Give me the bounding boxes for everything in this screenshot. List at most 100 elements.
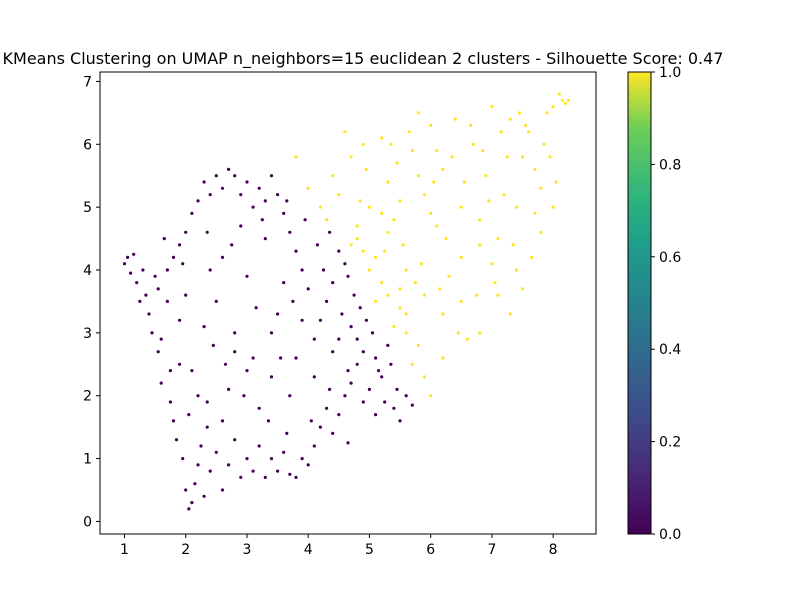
scatter-point-cluster-0: [190, 501, 194, 505]
scatter-point-cluster-1: [478, 331, 482, 335]
scatter-point-cluster-1: [520, 155, 525, 159]
scatter-point-cluster-0: [331, 350, 335, 354]
scatter-point-cluster-0: [162, 237, 166, 241]
scatter-point-cluster-0: [361, 350, 365, 354]
scatter-point-cluster-1: [490, 105, 494, 109]
scatter-point-cluster-0: [263, 199, 267, 203]
scatter-point-cluster-0: [291, 299, 295, 303]
scatter-point-cluster-0: [410, 403, 414, 407]
scatter-point-cluster-0: [395, 387, 399, 391]
scatter-point-cluster-1: [438, 287, 442, 291]
scatter-point-cluster-1: [361, 249, 365, 253]
scatter-point-cluster-0: [150, 331, 154, 335]
scatter-point-cluster-0: [135, 281, 139, 285]
scatter-point-cluster-1: [358, 199, 362, 203]
scatter-point-cluster-1: [416, 111, 420, 115]
scatter-point-cluster-1: [459, 255, 463, 259]
scatter-point-cluster-0: [364, 318, 368, 322]
y-tick-label: 3: [83, 326, 92, 342]
scatter-point-cluster-0: [257, 444, 261, 448]
scatter-point-cluster-0: [184, 488, 188, 492]
scatter-point-cluster-0: [159, 381, 163, 385]
scatter-point-cluster-0: [349, 381, 353, 385]
scatter-point-cluster-0: [300, 457, 304, 461]
scatter-point-cluster-0: [355, 337, 359, 341]
scatter-point-cluster-1: [392, 325, 396, 329]
scatter-point-cluster-0: [251, 205, 255, 209]
scatter-point-cluster-1: [447, 274, 451, 278]
scatter-point-cluster-0: [269, 331, 274, 335]
scatter-point-cluster-0: [196, 394, 200, 398]
scatter-point-cluster-1: [520, 287, 525, 291]
scatter-point-cluster-0: [144, 293, 148, 297]
scatter-point-cluster-0: [312, 444, 316, 448]
scatter-point-cluster-1: [560, 98, 564, 102]
scatter-point-cluster-0: [386, 343, 390, 347]
scatter-point-cluster-0: [251, 356, 255, 360]
scatter-point-cluster-0: [374, 356, 378, 360]
scatter-point-cluster-1: [383, 249, 387, 253]
scatter-point-cluster-1: [410, 149, 414, 153]
scatter-point-cluster-0: [312, 375, 316, 379]
scatter-point-cluster-0: [211, 343, 215, 347]
scatter-point-cluster-0: [331, 431, 335, 435]
y-tick-label: 2: [83, 389, 92, 405]
scatter-point-cluster-0: [269, 457, 274, 461]
scatter-point-cluster-0: [331, 281, 335, 285]
scatter-point-cluster-0: [361, 400, 365, 404]
scatter-point-cluster-0: [233, 174, 237, 178]
scatter-point-cluster-1: [557, 92, 561, 96]
x-tick-label: 4: [304, 542, 313, 558]
scatter-point-cluster-1: [361, 142, 365, 146]
scatter-point-cluster-0: [303, 218, 307, 222]
scatter-point-cluster-0: [276, 469, 280, 473]
scatter-point-cluster-0: [349, 325, 353, 329]
x-tick-label: 3: [243, 542, 252, 558]
y-tick-label: 4: [83, 263, 92, 279]
scatter-point-cluster-0: [343, 262, 347, 266]
scatter-point-cluster-0: [285, 199, 289, 203]
plot-frame: [99, 71, 597, 535]
scatter-point-cluster-1: [465, 337, 469, 341]
scatter-point-cluster-0: [288, 394, 292, 398]
scatter-point-cluster-1: [533, 211, 537, 215]
scatter-point-cluster-1: [478, 218, 482, 222]
scatter-point-cluster-0: [138, 299, 142, 303]
scatter-point-cluster-0: [269, 375, 274, 379]
scatter-point-cluster-1: [481, 149, 485, 153]
chart-title: KMeans Clustering on UMAP n_neighbors=15…: [3, 49, 724, 69]
scatter-point-cluster-1: [413, 281, 417, 285]
scatter-point-cluster-1: [398, 306, 402, 310]
scatter-point-cluster-0: [199, 444, 203, 448]
scatter-point-cluster-1: [380, 136, 384, 140]
scatter-point-cluster-1: [441, 167, 445, 171]
scatter-point-cluster-0: [202, 494, 206, 498]
scatter-point-cluster-0: [126, 255, 130, 259]
scatter-point-cluster-1: [429, 394, 433, 398]
scatter-point-cluster-0: [168, 400, 172, 404]
scatter-point-cluster-0: [245, 369, 249, 373]
scatter-point-cluster-0: [318, 318, 322, 322]
scatter-point-cluster-0: [367, 387, 371, 391]
scatter-point-cluster-0: [220, 186, 225, 190]
scatter-point-cluster-0: [178, 318, 182, 322]
scatter-point-cluster-0: [141, 268, 145, 272]
scatter-point-cluster-0: [245, 274, 249, 278]
scatter-point-cluster-1: [367, 205, 371, 209]
scatter-point-cluster-0: [242, 394, 246, 398]
scatter-point-cluster-0: [355, 362, 359, 366]
scatter-point-cluster-1: [468, 123, 473, 127]
scatter-point-cluster-0: [223, 362, 228, 366]
scatter-point-cluster-1: [349, 243, 353, 247]
scatter-point-cluster-0: [196, 463, 200, 467]
scatter-point-cluster-0: [168, 369, 172, 373]
scatter-point-cluster-0: [276, 193, 280, 197]
scatter-point-cluster-0: [321, 268, 326, 272]
scatter-point-cluster-1: [554, 180, 558, 184]
scatter-point-cluster-1: [386, 180, 390, 184]
scatter-point-cluster-0: [196, 199, 200, 203]
scatter-point-cluster-1: [459, 299, 463, 303]
scatter-point-cluster-0: [306, 463, 310, 467]
scatter-point-cluster-0: [276, 312, 280, 316]
